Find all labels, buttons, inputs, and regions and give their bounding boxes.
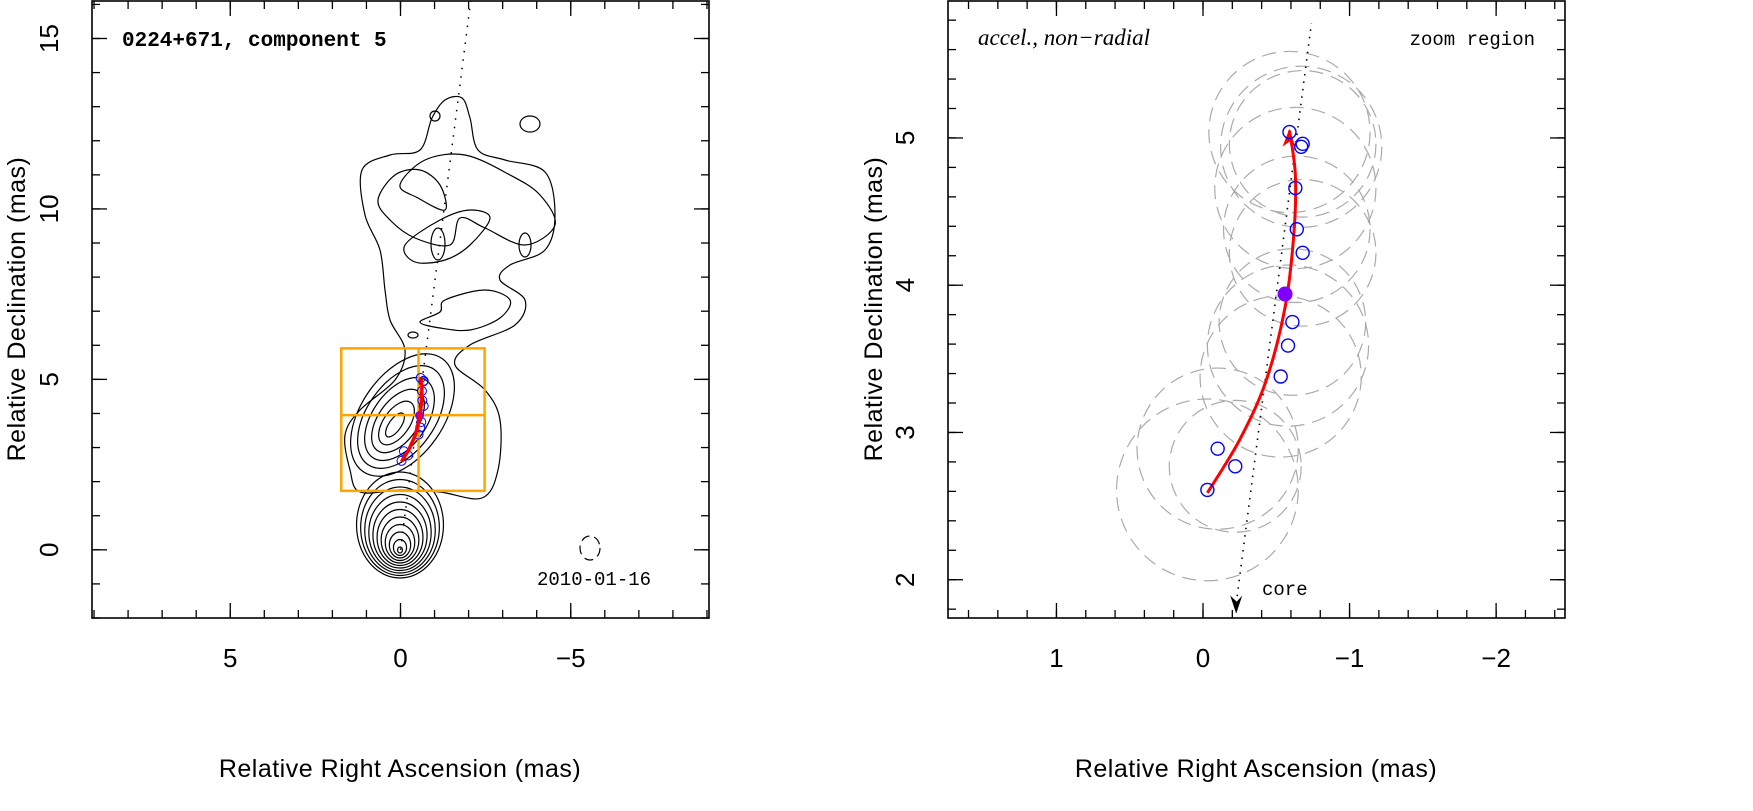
jet-axis-line (399, 0, 472, 550)
y-tick-label: 5 (890, 131, 920, 145)
contour-map (340, 0, 601, 579)
core-contour (396, 546, 404, 554)
beam-ellipse (579, 535, 601, 561)
x-tick-label: 1 (1049, 643, 1063, 673)
jet-axis-line (1235, 22, 1313, 604)
component-size-circle (1228, 69, 1377, 218)
right-y-label: Relative Declination (mas) (860, 157, 888, 462)
core-contour (392, 538, 408, 557)
core-label: core (1262, 579, 1308, 601)
left-panel: 5 0 −5 0 5 10 15 0224+671, component 5 2010-01… (3, 0, 710, 783)
left-x-label: Relative Right Ascension (mas) (219, 755, 581, 783)
component-marker (1288, 180, 1303, 196)
component-marker (1295, 136, 1310, 152)
y-tick-label: 15 (34, 24, 64, 53)
component-size-circle (1136, 367, 1299, 530)
contour (357, 365, 445, 469)
y-tick-label: 2 (890, 572, 920, 586)
component-marker (1273, 369, 1288, 384)
contour (378, 400, 415, 446)
component-size-circle (1214, 106, 1377, 270)
zoom-box (340, 347, 486, 493)
x-tick-label: −2 (1481, 643, 1511, 673)
component-marker (1280, 338, 1296, 353)
component-size-circle (1222, 155, 1371, 304)
core-contour (376, 508, 424, 567)
component-size-circle (1168, 399, 1302, 533)
contour (519, 115, 541, 133)
left-frame (91, 0, 710, 619)
y-tick-label: 4 (890, 278, 920, 292)
contour (377, 153, 556, 247)
component-size-circle (1208, 50, 1371, 214)
component-marker (1200, 482, 1215, 498)
zoom-region-label: zoom region (1410, 29, 1535, 51)
component-marker (418, 400, 429, 411)
y-tick-label: 0 (34, 543, 64, 557)
core-contour (384, 523, 416, 562)
contour (349, 353, 456, 477)
contour (419, 289, 512, 332)
component-marker (1289, 222, 1305, 237)
contour (407, 331, 419, 339)
right-title: accel., non−radial (978, 25, 1150, 50)
core-contour (380, 516, 420, 564)
component-size-circle (1228, 178, 1377, 327)
y-tick-label: 5 (34, 372, 64, 386)
core-contour (355, 471, 445, 579)
left-y-label: Relative Declination (mas) (3, 157, 31, 462)
core-contour (388, 531, 412, 559)
contour (403, 209, 491, 264)
component-marker (418, 375, 429, 386)
core-contour (368, 493, 432, 572)
contour (344, 95, 556, 500)
component-size-circle (1206, 264, 1370, 427)
component-size-circle (1218, 248, 1367, 396)
left-title: 0224+671, component 5 (122, 30, 387, 53)
contour (430, 227, 446, 261)
contour (364, 376, 435, 462)
epoch-label: 2010-01-16 (537, 569, 651, 591)
left-axis-ticks: 5 0 −5 0 5 10 15 (34, 1, 709, 673)
contour (429, 110, 441, 122)
contour (371, 388, 425, 454)
reference-marker (1277, 286, 1293, 302)
x-tick-label: 0 (1196, 643, 1210, 673)
zoom-content (1115, 22, 1383, 614)
right-axis-ticks: 1 0 −1 −2 2 3 4 5 (890, 1, 1565, 673)
component-marker (1282, 124, 1297, 140)
core-contour (372, 501, 428, 569)
component-marker (1285, 314, 1300, 330)
core-arrow-icon (1230, 595, 1243, 614)
x-tick-label: 0 (393, 643, 407, 673)
core-contour (364, 486, 436, 574)
component-size-circle (1219, 65, 1383, 228)
right-x-label: Relative Right Ascension (mas) (1075, 755, 1437, 783)
right-panel: 1 0 −1 −2 2 3 4 5 accel., non−radial zoom regio… (860, 0, 1566, 783)
x-tick-label: 5 (223, 643, 237, 673)
y-tick-label: 10 (34, 194, 64, 223)
core-contour (360, 478, 440, 577)
track-curve (1206, 130, 1298, 494)
component-marker (1295, 245, 1310, 261)
component-marker (396, 455, 407, 466)
x-tick-label: −5 (556, 643, 586, 673)
contour (518, 232, 532, 258)
component-marker (1210, 441, 1225, 456)
component-marker (1228, 459, 1243, 474)
component-size-circle (1115, 398, 1299, 582)
right-frame (947, 0, 1566, 619)
contour (384, 412, 406, 438)
component-size-circle (1199, 295, 1362, 458)
track-curve (400, 377, 424, 463)
x-tick-label: −1 (1335, 643, 1365, 673)
y-tick-label: 3 (890, 425, 920, 439)
